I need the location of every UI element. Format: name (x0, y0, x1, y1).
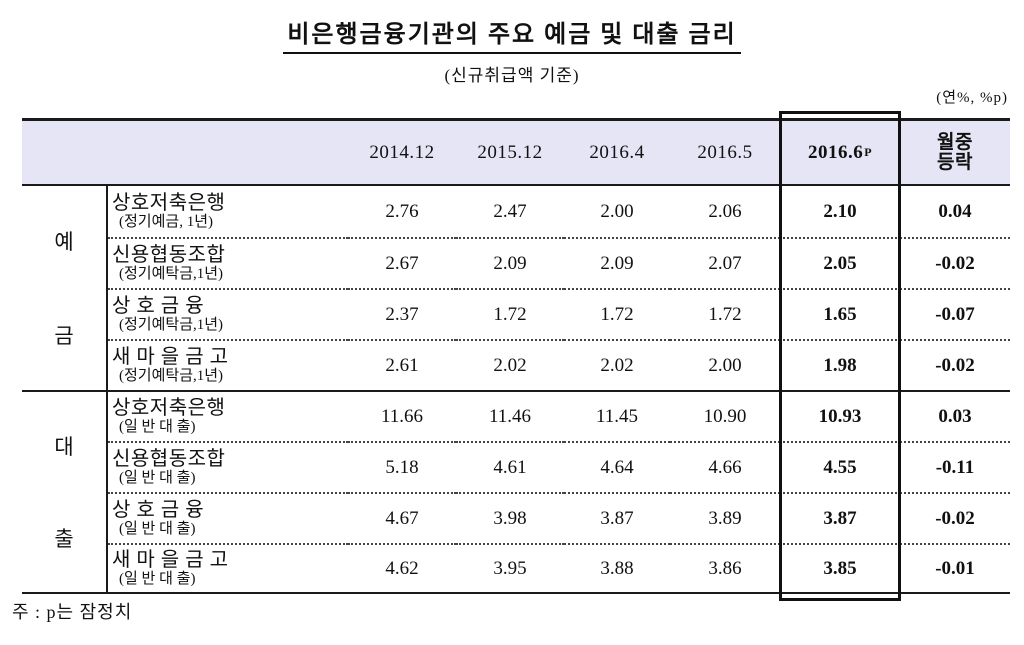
page-title: 비은행금융기관의 주요 예금 및 대출 금리 (283, 14, 741, 54)
rate-cell: 4.64 (564, 441, 670, 492)
col-header-monthly-change: 월중 등락 (900, 118, 1010, 186)
rate-cell: 2.76 (385, 200, 419, 222)
current-rate-cell: 3.87 (780, 492, 900, 543)
footnote: 주 : p는 잠정치 (12, 602, 133, 622)
rate-cell: 2.00 (600, 200, 634, 222)
change-cell: -0.02 (900, 339, 1010, 390)
row-detail: (일 반 대 출) (119, 521, 196, 538)
group-char: 금 (54, 324, 74, 348)
rate-cell: 1.72 (456, 288, 564, 339)
current-rate-cell: 1.98 (780, 339, 900, 390)
row-name: 상 호 금 융 (112, 498, 205, 521)
col-header-2016-6-label: 2016.6 (807, 141, 864, 163)
rate-cell: 4.61 (456, 441, 564, 492)
rate-cell: 3.89 (670, 492, 780, 543)
rate-cell: 4.66 (670, 441, 780, 492)
rate-cell: 3.98 (456, 492, 564, 543)
current-rate-cell: 2.05 (780, 237, 900, 288)
page-subtitle: (신규취급액 기준) (444, 66, 580, 85)
rate-cell: 2.02 (456, 339, 564, 390)
rate-cell: 2.47 (493, 200, 527, 222)
row-name-cell: 상 호 금 융 (정기예탁금,1년) (108, 288, 348, 339)
row-name-cell: 새 마 을 금 고 (일 반 대 출) (108, 543, 348, 594)
rate-cell: 3.87 (564, 492, 670, 543)
row-detail: (정기예탁금,1년) (119, 266, 224, 283)
rate-cell: 11.66 (348, 390, 456, 441)
row-name: 신용협동조합 (112, 243, 226, 266)
rate-cell: 2.37 (348, 288, 456, 339)
rate-cell: 4.62 (348, 543, 456, 594)
rate-cell: 2.06 (708, 200, 742, 222)
rate-cell: 2.09 (564, 237, 670, 288)
current-rate-cell: 4.55 (780, 441, 900, 492)
col-header-2016-6: 2016.6 P (780, 118, 900, 186)
rate-cell: 11.45 (564, 390, 670, 441)
row-name: 신용협동조합 (112, 447, 226, 470)
col-header-2016-4: 2016.4 (564, 118, 670, 186)
rate-cell: 2.02 (564, 339, 670, 390)
row-detail: (일 반 대 출) (119, 419, 196, 436)
header-blank-cell (22, 118, 348, 186)
row-name: 상 호 금 융 (112, 294, 205, 317)
change-cell: -0.02 (900, 237, 1010, 288)
change-cell: 0.03 (900, 390, 1010, 441)
current-rate-cell: 1.65 (780, 288, 900, 339)
unit-note: (연%, %p) (936, 90, 1008, 106)
group-label-loans: 대 출 (22, 390, 108, 594)
rate-cell: 2.09 (456, 237, 564, 288)
rate-cell: 4.67 (348, 492, 456, 543)
row-name: 새 마 을 금 고 (112, 548, 229, 571)
row-detail: (일 반 대 출) (119, 571, 196, 588)
change-cell: -0.11 (900, 441, 1010, 492)
rate-cell: 11.46 (456, 390, 564, 441)
row-name: 새 마 을 금 고 (112, 345, 229, 368)
rate-cell: 3.95 (456, 543, 564, 594)
monthly-change-line1: 월중 (937, 131, 973, 153)
rates-table-wrap: 2014.12 2015.12 2016.4 2016.5 2016.6 P 월중… (22, 111, 1010, 601)
rate-cell: 2.67 (348, 237, 456, 288)
row-name-cell: 신용협동조합 (정기예탁금,1년) (108, 237, 348, 288)
rate-cell: 10.90 (670, 390, 780, 441)
rate-cell: 3.86 (670, 543, 780, 594)
row-detail: (정기예금, 1년) (119, 214, 213, 231)
row-name: 상호저축은행 (112, 191, 226, 214)
group-char: 출 (54, 527, 74, 551)
rate-cell: 1.72 (670, 288, 780, 339)
row-name: 상호저축은행 (112, 396, 226, 419)
rate-cell: 2.07 (670, 237, 780, 288)
col-header-2014-12: 2014.12 (348, 118, 456, 186)
col-header-2015-12: 2015.12 (456, 118, 564, 186)
row-detail: (정기예탁금,1년) (119, 368, 224, 385)
row-name-cell: 새 마 을 금 고 (정기예탁금,1년) (108, 339, 348, 390)
row-detail: (일 반 대 출) (119, 470, 196, 487)
current-rate-cell: 3.85 (780, 543, 900, 594)
monthly-change-line2: 등락 (937, 151, 973, 173)
current-rate-cell: 2.10 (823, 200, 857, 222)
change-cell: -0.02 (900, 492, 1010, 543)
preliminary-superscript: P (864, 145, 873, 159)
row-detail: (정기예탁금,1년) (119, 317, 224, 334)
rate-cell: 1.72 (564, 288, 670, 339)
rates-table: 2014.12 2015.12 2016.4 2016.5 2016.6 P 월중… (22, 118, 1010, 594)
col-header-2016-5: 2016.5 (670, 118, 780, 186)
group-label-deposits: 예 금 (22, 186, 108, 390)
rate-cell: 2.00 (670, 339, 780, 390)
change-cell: -0.07 (900, 288, 1010, 339)
current-rate-cell: 10.93 (780, 390, 900, 441)
row-name-cell: 상 호 금 융 (일 반 대 출) (108, 492, 348, 543)
row-name-cell: 상호저축은행 (일 반 대 출) (108, 390, 348, 441)
group-char: 대 (54, 435, 74, 459)
row-name-cell: 신용협동조합 (일 반 대 출) (108, 441, 348, 492)
change-cell: -0.01 (900, 543, 1010, 594)
rate-cell: 2.61 (348, 339, 456, 390)
rate-cell: 5.18 (348, 441, 456, 492)
rate-cell: 3.88 (564, 543, 670, 594)
row-name-cell: 상호저축은행 (정기예금, 1년) (108, 186, 348, 237)
group-char: 예 (54, 230, 74, 254)
change-cell: 0.04 (938, 200, 972, 222)
